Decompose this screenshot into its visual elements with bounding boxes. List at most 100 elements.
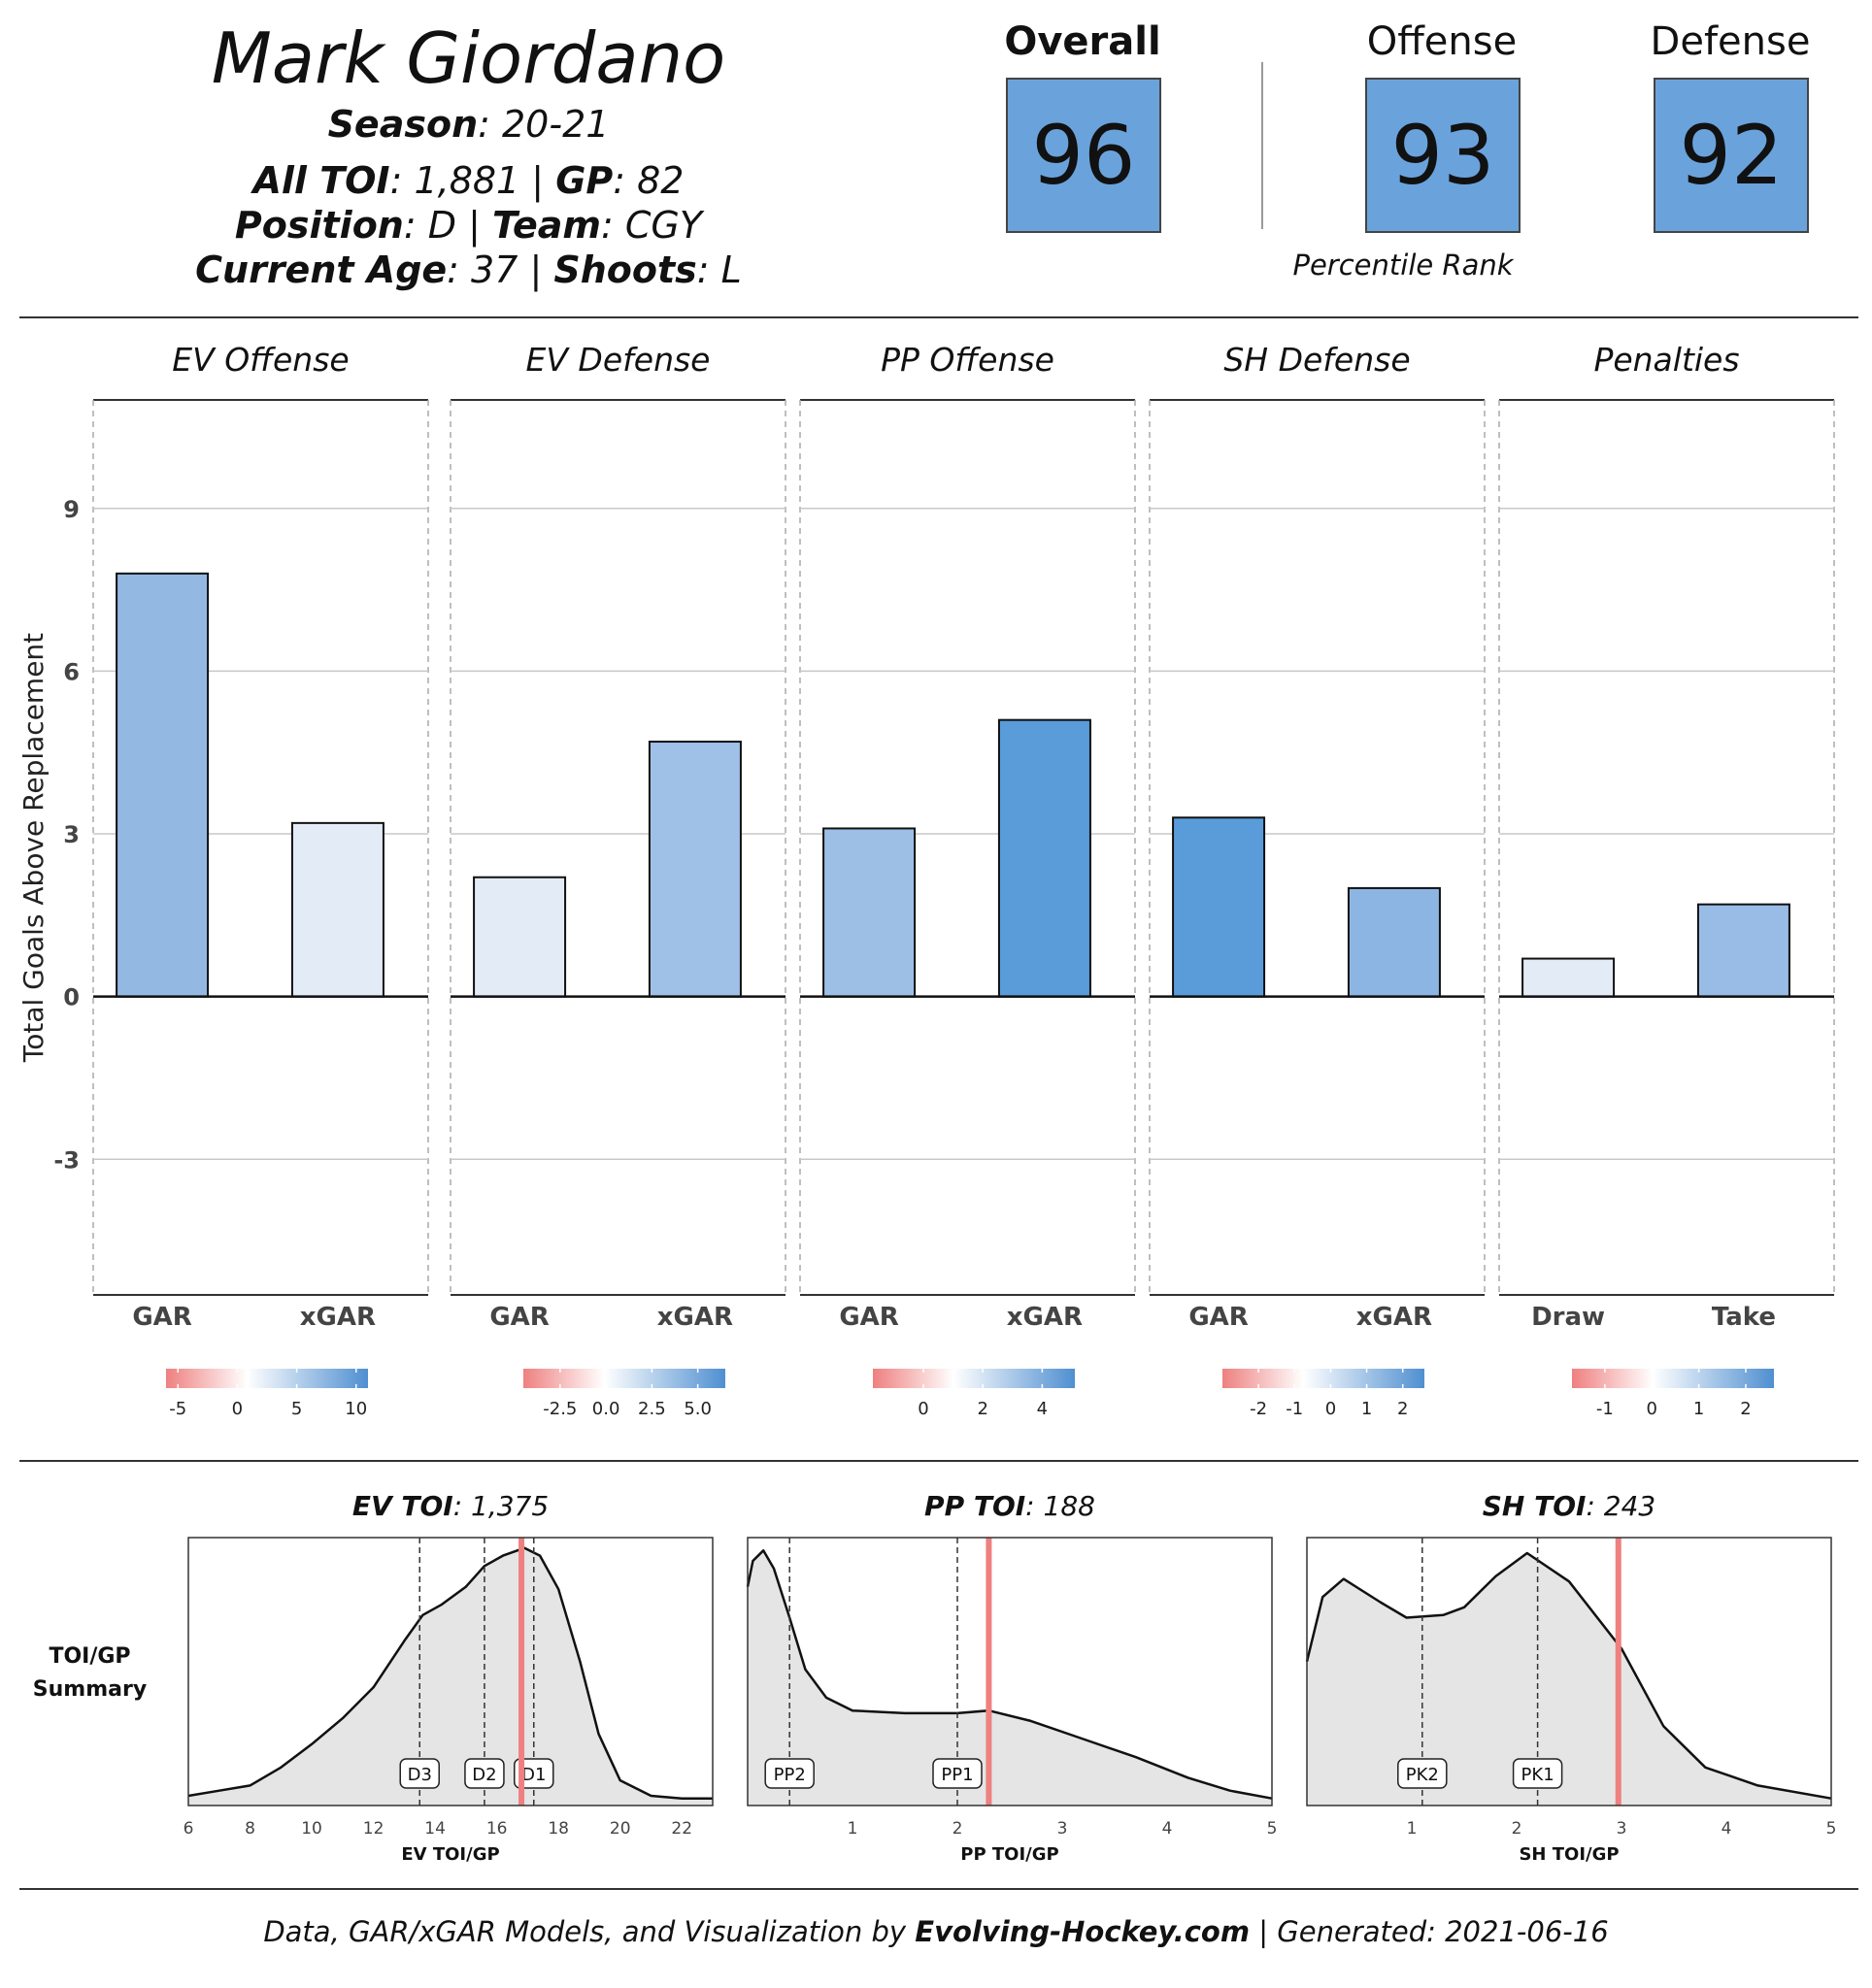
density-title: PP TOI: 188 <box>924 1490 1095 1522</box>
footer-divider <box>19 1888 1858 1890</box>
x-tick-label: Draw <box>1531 1303 1605 1332</box>
x-tick-label: 22 <box>671 1819 692 1839</box>
toi-summary-line-2: Summary <box>32 1677 148 1702</box>
position-team-line: Position: D | Team: CGY <box>146 204 791 247</box>
bar-xgar <box>648 741 742 998</box>
color-legend-bar <box>523 1369 725 1388</box>
legend-tick-label: -5 <box>169 1399 186 1419</box>
x-tick-label: 2 <box>1512 1819 1522 1839</box>
panel-pp-offense: PP Offense GAR xGAR 0 2 4 <box>799 341 1136 1419</box>
y-tick-label: 9 <box>63 496 80 523</box>
panel-sh-defense: SH Defense GAR xGAR -2 -1 0 1 2 <box>1149 341 1486 1419</box>
footer-suffix: | Generated: 2021-06-16 <box>1250 1915 1609 1948</box>
density-frame <box>1306 1537 1832 1806</box>
bar-draw <box>1521 957 1616 998</box>
x-tick-label: GAR <box>489 1303 549 1332</box>
header-divider <box>19 316 1858 318</box>
toi-summary-line-1: TOI/GP <box>49 1644 131 1669</box>
y-tick-label: -3 <box>53 1146 80 1174</box>
marker-label-box-pp2 <box>764 1758 815 1789</box>
x-tick-label: 12 <box>363 1819 384 1839</box>
density-title-label: PP TOI <box>924 1490 1025 1522</box>
x-tick-label: 18 <box>548 1819 569 1839</box>
bar-gar <box>1172 816 1266 998</box>
density-title: EV TOI: 1,375 <box>352 1490 549 1522</box>
team-value: : CGY <box>601 204 703 247</box>
x-tick-label: GAR <box>132 1303 191 1332</box>
density-title-label: EV TOI <box>352 1490 453 1522</box>
legend-tick-label: 2 <box>1397 1399 1408 1419</box>
defense-label: Defense <box>1650 19 1811 64</box>
density-line <box>746 1549 1273 1800</box>
season-line: Season: 20-21 <box>146 103 791 146</box>
legend-tick-label: 1 <box>1361 1399 1372 1419</box>
legend-tick-label: -2 <box>1250 1399 1267 1419</box>
footer-credit: Data, GAR/xGAR Models, and Visualization… <box>0 1915 1872 1948</box>
toi-label: All TOI <box>252 159 390 202</box>
toi-summary-label: TOI/GP Summary <box>19 1640 160 1706</box>
marker-label-box-pk2 <box>1397 1758 1448 1789</box>
x-tick-label: 5 <box>1826 1819 1837 1839</box>
season-value: : 20-21 <box>478 103 610 146</box>
legend-tick-label: 5 <box>291 1399 302 1419</box>
x-tick-label: 20 <box>610 1819 631 1839</box>
x-tick-label: Take <box>1712 1303 1776 1332</box>
x-tick-label: 5 <box>1267 1819 1278 1839</box>
footer-site: Evolving-Hockey.com <box>915 1915 1251 1948</box>
marker-label-box-pk1 <box>1512 1758 1563 1789</box>
legend-tick-label: 0 <box>232 1399 243 1419</box>
age-label: Current Age <box>195 248 448 291</box>
marker-label-d3: D3 <box>408 1765 432 1785</box>
color-legend-bar <box>1572 1369 1774 1388</box>
bar-gar <box>116 572 210 998</box>
middle-divider <box>19 1460 1858 1462</box>
shoots-value: : L <box>696 248 742 291</box>
x-tick-label: 14 <box>424 1819 446 1839</box>
density-title-value: : 1,375 <box>453 1490 550 1522</box>
percentile-rank-label: Percentile Rank <box>1292 248 1514 282</box>
bar-xgar <box>290 821 384 998</box>
density-title-label: SH TOI <box>1483 1490 1587 1522</box>
x-tick-label: 4 <box>1722 1819 1732 1839</box>
x-tick-label: xGAR <box>1356 1303 1432 1332</box>
legend-tick-label: 2 <box>977 1399 987 1419</box>
legend-tick-label: 0 <box>1325 1399 1336 1419</box>
density-panel-sh: SH TOI: 243 PK2 PK1 1 2 3 4 5 SH TOI/GP <box>1305 1490 1837 1865</box>
gp-value: : 82 <box>613 159 685 202</box>
facet-title: SH Defense <box>1223 341 1410 379</box>
x-tick-label: 6 <box>184 1819 194 1839</box>
marker-label-pk2: PK2 <box>1406 1765 1439 1785</box>
x-tick-label: xGAR <box>300 1303 376 1332</box>
y-tick-label: 6 <box>63 658 80 685</box>
overall-label: Overall <box>1004 19 1161 64</box>
density-panel-ev: EV TOI: 1,375 D3 D2 D1 6 8 10 12 14 16 18 20 22 EV TO… <box>184 1490 714 1865</box>
legend-tick-label: 0 <box>1647 1399 1657 1419</box>
color-legend-bar <box>166 1369 368 1388</box>
position-value: : D | <box>403 204 492 247</box>
gar-bar-chart: Total Goals Above Replacement -3 0 3 6 9 EV Of… <box>17 341 1835 1419</box>
density-area <box>1307 1553 1831 1806</box>
legend-tick-label: 5.0 <box>684 1399 712 1419</box>
density-x-axis-title: EV TOI/GP <box>401 1844 499 1865</box>
x-tick-label: 3 <box>1617 1819 1627 1839</box>
team-label: Team <box>491 204 602 247</box>
x-tick-label: 3 <box>1057 1819 1068 1839</box>
panel-ev-offense: EV Offense GAR xGAR -5 0 5 10 <box>92 341 429 1419</box>
x-tick-label: 4 <box>1162 1819 1173 1839</box>
color-legend-bar <box>873 1369 1075 1388</box>
season-label: Season <box>327 103 479 146</box>
y-tick-label: 0 <box>63 984 80 1011</box>
bar-xgar <box>997 718 1091 998</box>
density-frame <box>747 1537 1273 1806</box>
x-tick-label: GAR <box>1188 1303 1248 1332</box>
toi-gp-line: All TOI: 1,881 | GP: 82 <box>146 159 791 202</box>
legend-tick-label: 1 <box>1693 1399 1704 1419</box>
defense-rank-box: 92 <box>1654 78 1809 233</box>
marker-label-pk1: PK1 <box>1521 1765 1554 1785</box>
bar-take <box>1696 903 1790 998</box>
position-label: Position <box>234 204 404 247</box>
density-area <box>748 1550 1272 1806</box>
marker-label-d1: D1 <box>521 1765 546 1785</box>
density-title: SH TOI: 243 <box>1483 1490 1655 1522</box>
